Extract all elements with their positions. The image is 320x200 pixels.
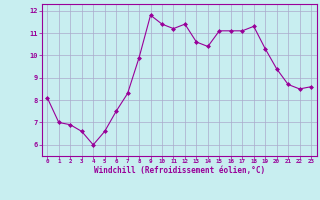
X-axis label: Windchill (Refroidissement éolien,°C): Windchill (Refroidissement éolien,°C) bbox=[94, 166, 265, 175]
